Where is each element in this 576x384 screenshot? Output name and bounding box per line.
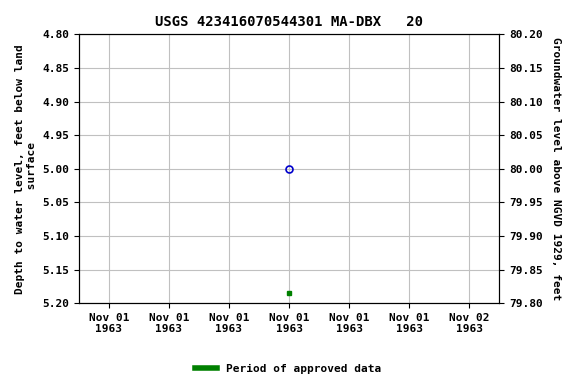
Title: USGS 423416070544301 MA-DBX   20: USGS 423416070544301 MA-DBX 20: [155, 15, 423, 29]
Y-axis label: Groundwater level above NGVD 1929, feet: Groundwater level above NGVD 1929, feet: [551, 37, 561, 300]
Y-axis label: Depth to water level, feet below land
 surface: Depth to water level, feet below land su…: [15, 44, 37, 294]
Legend: Period of approved data: Period of approved data: [191, 359, 385, 379]
